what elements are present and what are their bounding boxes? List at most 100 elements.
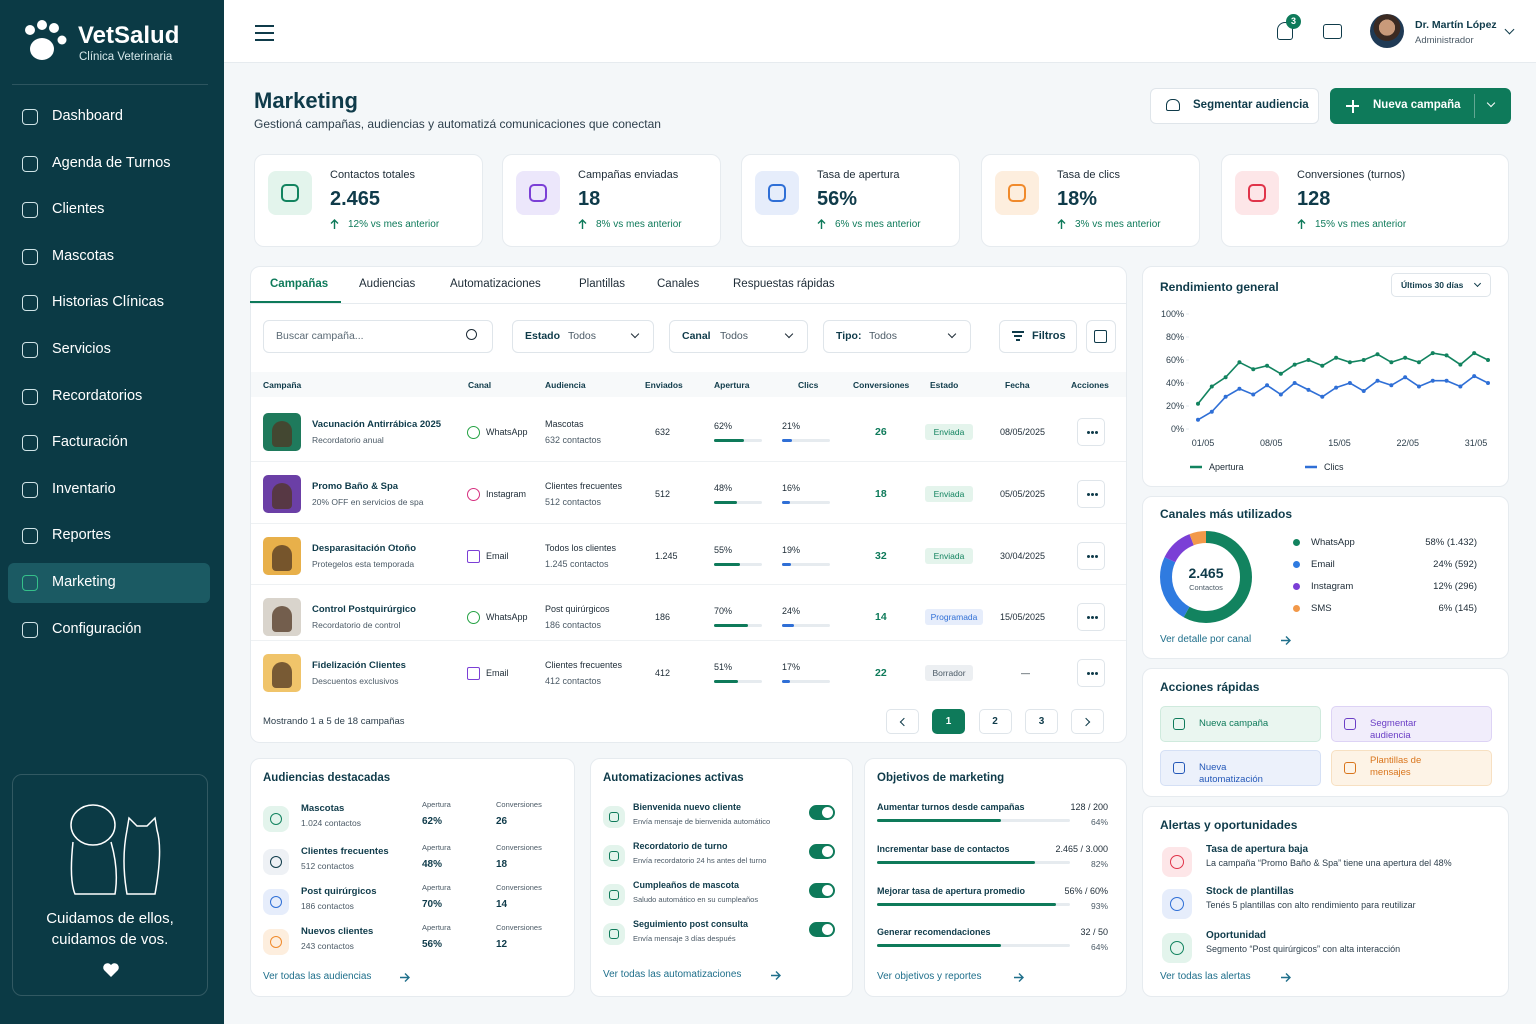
page-button[interactable] — [886, 709, 919, 734]
donut-segment — [1160, 531, 1252, 623]
kpi-value: 2.465 — [330, 188, 381, 210]
nav-item[interactable]: Reportes — [52, 527, 111, 544]
filter-select[interactable] — [512, 320, 654, 353]
alert-glyph — [1170, 897, 1184, 911]
series-point — [1444, 378, 1449, 383]
row-divider — [251, 640, 1126, 641]
chat-icon[interactable] — [1323, 24, 1342, 39]
clicks-rate: 16% — [782, 483, 801, 493]
column-header: Canal — [468, 380, 492, 390]
toggle[interactable] — [809, 805, 835, 820]
bell-icon[interactable] — [1277, 22, 1293, 40]
link[interactable]: Ver todas las audiencias — [263, 971, 372, 982]
link[interactable]: Ver todas las automatizaciones — [603, 969, 742, 980]
nav-icon — [22, 528, 38, 545]
nav-item[interactable]: Agenda de Turnos — [52, 154, 171, 171]
series-point — [1403, 355, 1408, 360]
nav-item[interactable]: Recordatorios — [52, 387, 143, 404]
campaign-name[interactable]: Vacunación Antirrábica 2025 — [312, 419, 442, 430]
donut-total-label: Contactos — [1189, 583, 1223, 592]
series-point — [1292, 381, 1297, 385]
paw-toe — [37, 20, 47, 30]
quick-action-button[interactable] — [1331, 750, 1492, 786]
toggle-knob — [822, 885, 833, 896]
sent-count: 512 — [655, 489, 671, 499]
channel-icon — [467, 667, 480, 680]
nav-item[interactable]: Inventario — [52, 480, 116, 497]
nav-item[interactable]: Mascotas — [52, 247, 115, 264]
kpi-glyph — [768, 184, 786, 202]
tab[interactable]: Audiencias — [359, 278, 416, 290]
link[interactable]: Ver todas las alertas — [1160, 971, 1251, 982]
tab[interactable]: Campañas — [270, 278, 329, 290]
audience-contacts: 412 contactos — [545, 676, 602, 686]
kpi-arrow — [1297, 219, 1306, 229]
automation-name: Recordatorio de turno — [633, 841, 728, 851]
nav-item[interactable]: Dashboard — [52, 108, 123, 124]
campaign-desc: Protegelos esta temporada — [312, 559, 415, 569]
donut-total: 2.465 — [1188, 565, 1224, 581]
quick-action-button[interactable] — [1331, 706, 1492, 742]
tab[interactable]: Respuestas rápidas — [733, 278, 835, 290]
toggle[interactable] — [809, 922, 835, 937]
filter-select[interactable] — [823, 320, 971, 353]
quick-action-button[interactable] — [1160, 706, 1321, 742]
actions-button[interactable] — [1077, 480, 1105, 508]
nav-item[interactable]: Servicios — [52, 341, 111, 357]
actions-button[interactable] — [1077, 542, 1105, 570]
progress-track — [782, 624, 830, 627]
campaign-name[interactable]: Control Postquirúrgico — [312, 604, 416, 615]
link[interactable]: Ver detalle por canal — [1160, 634, 1252, 645]
progress-bar — [782, 624, 794, 627]
campaign-name[interactable]: Desparasitación Otoño — [312, 543, 416, 554]
menu-line[interactable] — [255, 39, 274, 41]
tab[interactable]: Automatizaciones — [450, 278, 541, 290]
campaign-name[interactable]: Fidelización Clientes — [312, 660, 406, 671]
objective-bar — [877, 861, 1036, 864]
dot — [1087, 493, 1090, 496]
dot — [1095, 616, 1098, 619]
range-select[interactable] — [1391, 273, 1491, 297]
filters-button[interactable] — [999, 320, 1077, 353]
series-point — [1334, 355, 1339, 360]
progress-track — [782, 563, 830, 566]
y-tick-label: 100% — [1161, 309, 1184, 319]
pet-silhouette — [272, 545, 292, 571]
menu-line[interactable] — [255, 25, 274, 27]
audience-name: Clientes frecuentes — [545, 481, 623, 491]
toggle[interactable] — [809, 883, 835, 898]
page-button[interactable]: 2 — [978, 709, 1012, 734]
audience-conv: 26 — [496, 816, 508, 827]
audience-open-label: Apertura — [422, 923, 451, 932]
campaign-name[interactable]: Promo Baño & Spa — [312, 481, 399, 492]
y-tick-label: 60% — [1166, 355, 1184, 365]
nav-icon — [22, 109, 38, 125]
tab[interactable]: Canales — [657, 278, 700, 290]
nav-active-bg — [8, 563, 210, 603]
nav-item[interactable]: Configuración — [52, 620, 142, 637]
nav-item[interactable]: Marketing — [52, 574, 116, 590]
audience-conv-label: Conversiones — [496, 923, 542, 932]
page-button[interactable]: 1 — [932, 709, 965, 734]
nav-item[interactable]: Historias Clínicas — [52, 294, 164, 311]
sidebar-footer-text: Cuidamos de ellos, cuidamos de vos. — [46, 910, 174, 948]
nav-icon — [22, 155, 38, 172]
search-input[interactable] — [263, 320, 493, 353]
tab[interactable]: Plantillas — [579, 278, 626, 290]
filter-select[interactable] — [669, 320, 808, 353]
toggle[interactable] — [809, 844, 835, 859]
nav-item[interactable]: Facturación — [52, 434, 128, 451]
objective-name: Incrementar base de contactos — [877, 844, 1010, 854]
link[interactable]: Ver objetivos y reportes — [877, 971, 982, 982]
nav-item[interactable]: Clientes — [52, 201, 105, 218]
progress-bar — [782, 680, 791, 683]
page-button[interactable] — [1071, 709, 1104, 734]
new-campaign-button[interactable] — [1330, 88, 1511, 124]
page-button[interactable]: 3 — [1025, 709, 1058, 734]
series-point — [1223, 394, 1228, 399]
menu-line[interactable] — [255, 32, 274, 34]
series-point — [1472, 374, 1477, 379]
quick-action-button[interactable] — [1160, 750, 1321, 786]
calendar-button[interactable] — [1086, 320, 1116, 353]
series-point — [1237, 386, 1242, 391]
